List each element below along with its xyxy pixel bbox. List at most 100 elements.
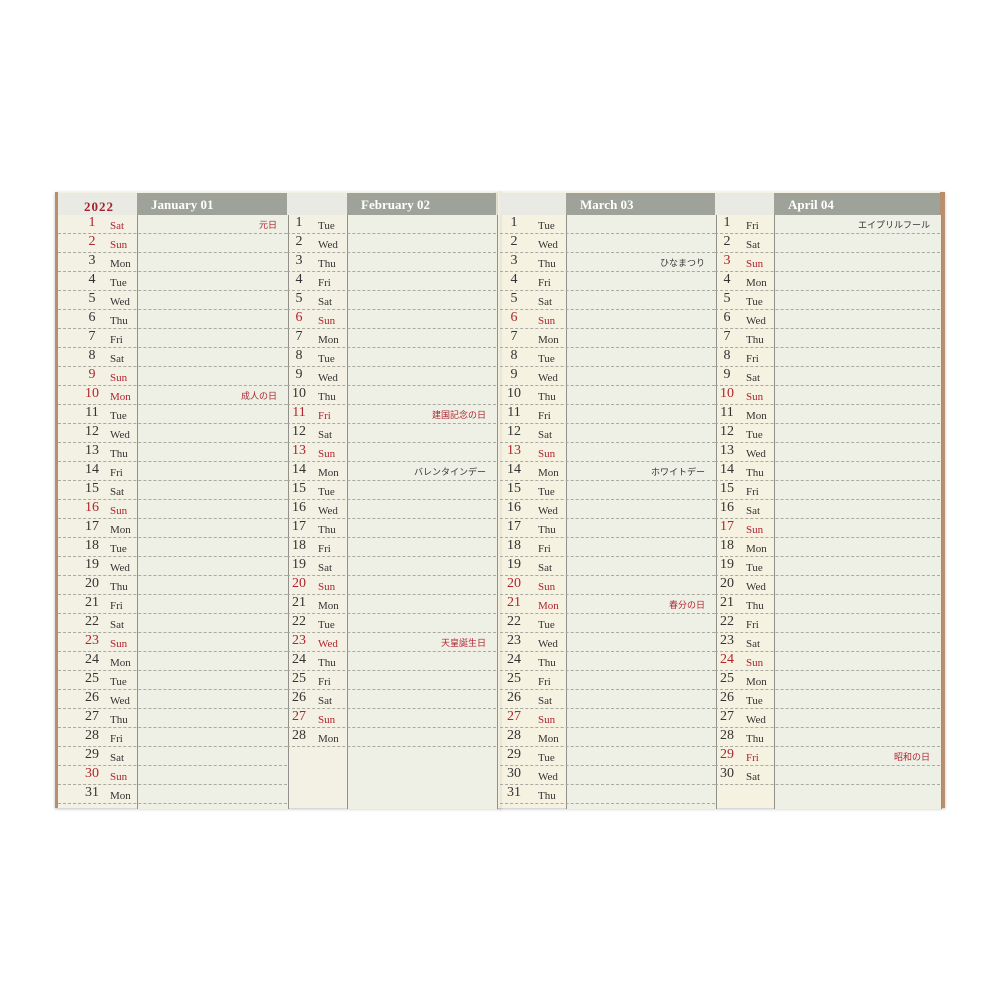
weekday: Thu: [746, 467, 764, 479]
day-row: 19 Sat: [287, 557, 496, 576]
day-row: 24 Mon: [58, 652, 287, 671]
weekday: Thu: [110, 714, 128, 726]
month-header-blank: [287, 193, 347, 215]
day-row: 4 Tue: [58, 272, 287, 291]
day-row: 14 Mon ホワイトデー: [500, 462, 715, 481]
day-number: 15: [507, 481, 521, 496]
day-row: 2 Wed: [500, 234, 715, 253]
weekday: Sun: [110, 239, 128, 251]
weekday: Thu: [110, 581, 128, 593]
day-row: 26 Sat: [287, 690, 496, 709]
day-number: 26: [507, 690, 521, 705]
weekday: Mon: [538, 334, 559, 346]
day-row: 19 Sat: [500, 557, 715, 576]
day-row: 29 Fri 昭和の日: [715, 747, 940, 766]
weekday: Thu: [110, 448, 128, 460]
day-number: 4: [88, 272, 96, 287]
binding-gutter: [494, 192, 502, 808]
weekday: Thu: [746, 600, 764, 612]
day-number: 25: [292, 671, 306, 686]
weekday: Sat: [318, 695, 333, 707]
day-row: 3 Mon: [58, 253, 287, 272]
day-number: 20: [85, 576, 99, 591]
weekday: Sat: [746, 771, 761, 783]
weekday: Tue: [110, 676, 127, 688]
day-row: 31 Mon: [58, 785, 287, 804]
day-row: 27 Thu: [58, 709, 287, 728]
weekday: Mon: [110, 258, 131, 270]
day-row: 5 Sat: [287, 291, 496, 310]
day-row: 20 Thu: [58, 576, 287, 595]
month-title: March 03: [566, 193, 715, 215]
day-number: 2: [723, 234, 731, 249]
day-number: 8: [510, 348, 518, 363]
weekday: Sun: [538, 714, 556, 726]
weekday: Thu: [538, 790, 556, 802]
day-number: 3: [295, 253, 303, 268]
day-number: 2: [88, 234, 96, 249]
day-row: 27 Wed: [715, 709, 940, 728]
weekday: Tue: [538, 619, 555, 631]
weekday: Sun: [318, 315, 336, 327]
weekday: Wed: [318, 638, 338, 650]
weekday: Thu: [538, 657, 556, 669]
day-row: 29 Tue: [500, 747, 715, 766]
day-number: 8: [723, 348, 731, 363]
holiday-note: エイプリルフール: [857, 221, 930, 231]
day-row: 11 Fri: [500, 405, 715, 424]
day-number: 16: [720, 500, 734, 515]
weekday: Sun: [746, 524, 764, 536]
weekday: Wed: [538, 638, 558, 650]
day-number: 27: [507, 709, 521, 724]
day-row: 28 Mon: [287, 728, 496, 747]
weekday: Wed: [746, 448, 766, 460]
day-number: 5: [295, 291, 303, 306]
day-row: 12 Sat: [500, 424, 715, 443]
day-row: 24 Sun: [715, 652, 940, 671]
weekday: Mon: [110, 524, 131, 536]
day-number: 18: [507, 538, 521, 553]
day-number: 7: [88, 329, 96, 344]
weekday: Tue: [318, 220, 335, 232]
weekday: Mon: [318, 334, 339, 346]
day-number: 6: [723, 310, 731, 325]
day-row: 7 Fri: [58, 329, 287, 348]
day-row: 7 Mon: [287, 329, 496, 348]
day-number: 2: [295, 234, 303, 249]
day-number: 9: [723, 367, 731, 382]
day-row: 23 Sat: [715, 633, 940, 652]
day-row: 11 Tue: [58, 405, 287, 424]
day-number: 6: [88, 310, 96, 325]
day-number: 18: [720, 538, 734, 553]
weekday: Thu: [538, 258, 556, 270]
weekday: Wed: [318, 372, 338, 384]
day-row: 17 Mon: [58, 519, 287, 538]
day-number: 26: [85, 690, 99, 705]
month-header-blank: [715, 193, 774, 215]
weekday: Sat: [746, 239, 761, 251]
day-row: 27 Sun: [287, 709, 496, 728]
day-row: 21 Mon: [287, 595, 496, 614]
day-row: 21 Thu: [715, 595, 940, 614]
day-number: 2: [510, 234, 518, 249]
weekday: Tue: [538, 353, 555, 365]
day-row: 6 Wed: [715, 310, 940, 329]
weekday: Mon: [746, 410, 767, 422]
day-number: 12: [507, 424, 521, 439]
day-number: 28: [85, 728, 99, 743]
weekday: Mon: [746, 277, 767, 289]
day-number: 7: [510, 329, 518, 344]
day-number: 5: [510, 291, 518, 306]
month-title: February 02: [347, 193, 496, 215]
day-row: 8 Fri: [715, 348, 940, 367]
day-number: 27: [292, 709, 306, 724]
weekday: Sun: [318, 714, 336, 726]
day-number: 11: [720, 405, 734, 420]
day-row: 19 Wed: [58, 557, 287, 576]
day-number: 16: [507, 500, 521, 515]
day-row: 14 Mon バレンタインデー: [287, 462, 496, 481]
day-row: 28 Fri: [58, 728, 287, 747]
weekday: Fri: [746, 486, 759, 498]
day-row: 15 Tue: [500, 481, 715, 500]
notes-column: [137, 215, 289, 809]
